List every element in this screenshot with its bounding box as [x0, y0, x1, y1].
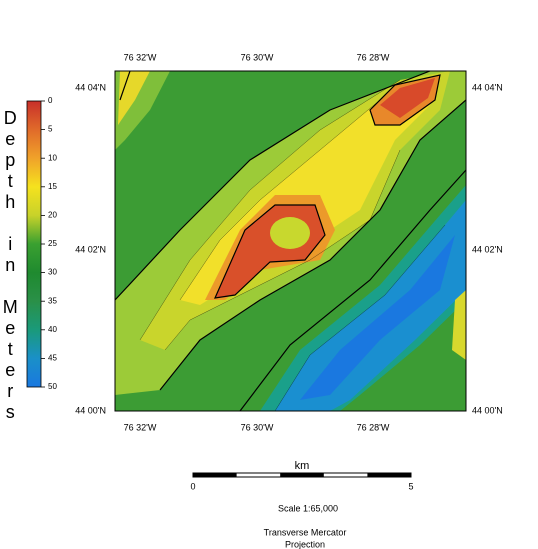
- lon-label: 76 30'W: [241, 422, 274, 432]
- scale-unit: km: [295, 460, 310, 472]
- scale-end: 5: [408, 481, 413, 491]
- lon-label: 76 32'W: [124, 422, 157, 432]
- scale-text: Scale 1:65,000: [278, 503, 338, 513]
- lat-label: 44 04'N: [472, 82, 503, 92]
- map-frame: [114, 70, 467, 412]
- legend-tick-label: 35: [48, 296, 57, 305]
- lat-label: 44 00'N: [472, 405, 503, 415]
- legend-tick-label: 50: [48, 382, 57, 391]
- legend-title: Depth in Meters: [0, 108, 21, 423]
- lat-label: 44 00'N: [75, 405, 106, 415]
- legend-tick-label: 15: [48, 182, 57, 191]
- legend-tick-label: 40: [48, 325, 57, 334]
- lat-label: 44 02'N: [472, 244, 503, 254]
- color-bar: [26, 100, 42, 388]
- lon-label: 76 32'W: [124, 52, 157, 62]
- lat-label: 44 02'N: [75, 244, 106, 254]
- legend-tick-label: 20: [48, 211, 57, 220]
- scale-bar: [192, 472, 412, 478]
- projection: Projection: [285, 539, 325, 549]
- legend-tick-label: 10: [48, 153, 57, 162]
- legend-tick-label: 0: [48, 96, 53, 105]
- legend-tick-label: 5: [48, 125, 53, 134]
- lat-label: 44 04'N: [75, 82, 106, 92]
- lon-label: 76 28'W: [357, 422, 390, 432]
- scale-start: 0: [190, 481, 195, 491]
- legend-tick-label: 45: [48, 354, 57, 363]
- legend-tick-label: 30: [48, 268, 57, 277]
- bathymetry: [115, 71, 466, 411]
- projection: Transverse Mercator: [264, 527, 347, 537]
- lon-label: 76 28'W: [357, 52, 390, 62]
- lon-label: 76 30'W: [241, 52, 274, 62]
- legend-tick-label: 25: [48, 239, 57, 248]
